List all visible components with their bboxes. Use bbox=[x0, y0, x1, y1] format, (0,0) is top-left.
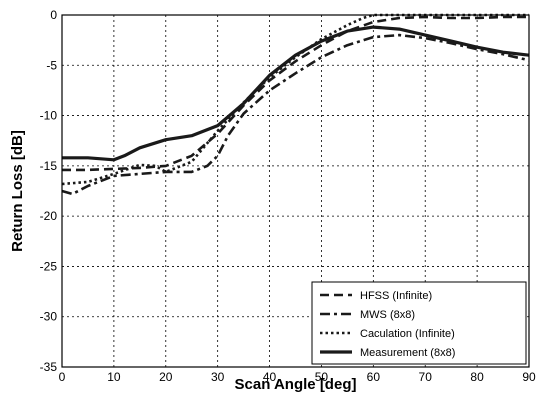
legend: HFSS (Infinite) MWS (8x8) Caculation (Infi… bbox=[311, 281, 527, 365]
x-tick-label: 60 bbox=[367, 370, 381, 384]
x-tick-label: 30 bbox=[211, 370, 225, 384]
series-line-0 bbox=[62, 15, 529, 172]
series-line-1 bbox=[61, 33, 530, 196]
series-lines bbox=[61, 13, 530, 196]
grid bbox=[62, 15, 529, 367]
x-axis-label: Scan Angle [deg] bbox=[235, 376, 357, 393]
plot-frame bbox=[61, 14, 530, 368]
x-tick-label: 50 bbox=[315, 370, 329, 384]
x-tick-label: 0 bbox=[59, 370, 66, 384]
x-tick-label: 80 bbox=[470, 370, 484, 384]
y-tick-labels: 0 -5 -10 -15 -20 -25 -30 -35 bbox=[40, 8, 58, 374]
legend-label-0: HFSS (Infinite) bbox=[360, 290, 432, 302]
series-line-3 bbox=[62, 25, 530, 162]
y-tick-label: -30 bbox=[40, 310, 58, 324]
x-tick-label: 10 bbox=[107, 370, 121, 384]
legend-box bbox=[311, 281, 527, 365]
y-tick-label: -20 bbox=[40, 209, 58, 223]
x-tick-label: 20 bbox=[159, 370, 173, 384]
y-tick-label: -5 bbox=[46, 58, 57, 72]
x-tick-label: 70 bbox=[419, 370, 433, 384]
x-tick-label: 90 bbox=[522, 370, 536, 384]
y-tick-label: -10 bbox=[40, 109, 58, 123]
y-tick-label: -25 bbox=[40, 259, 58, 273]
x-tick-labels: 0 10 20 30 40 50 60 70 80 90 bbox=[59, 370, 536, 384]
x-tick-label: 40 bbox=[263, 370, 277, 384]
legend-label-1: MWS (8x8) bbox=[360, 309, 415, 321]
y-tick-label: -15 bbox=[40, 159, 58, 173]
legend-label-3: Measurement (8x8) bbox=[360, 347, 455, 359]
y-tick-label: 0 bbox=[50, 8, 57, 22]
legend-label-2: Caculation (Infinite) bbox=[360, 328, 455, 340]
y-axis-label: Return Loss [dB] bbox=[9, 130, 26, 252]
y-tick-label: -35 bbox=[40, 360, 58, 374]
